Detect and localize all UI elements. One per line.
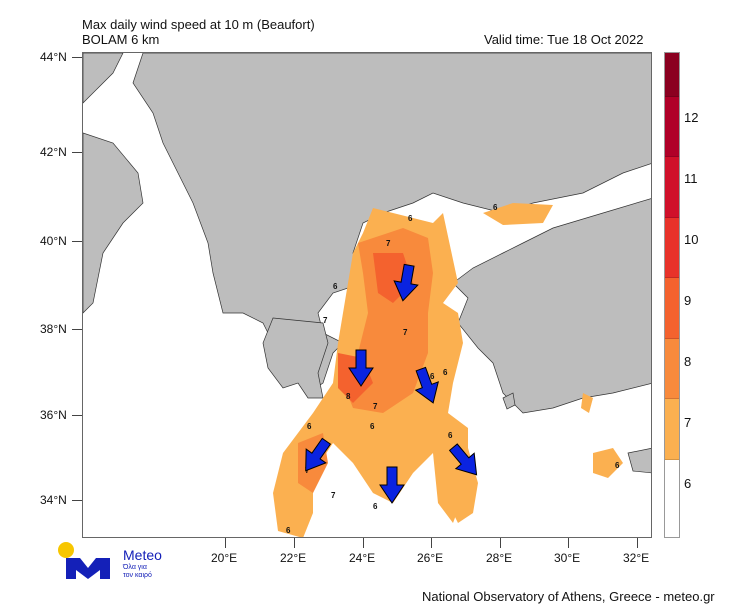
valid-time: Valid time: Tue 18 Oct 2022	[484, 32, 644, 47]
colorbar-label: 12	[684, 110, 699, 125]
arrow-icon	[393, 263, 419, 302]
map-title: Max daily wind speed at 10 m (Beaufort)	[82, 17, 315, 32]
contour-label: 7	[403, 328, 408, 337]
contour-label: 6	[373, 502, 378, 511]
contour-label: 7	[331, 491, 336, 500]
contour-label: 6	[448, 431, 453, 440]
map-svg: 6 7 6 7 6 7 8 7 7 6 6 7 6 6 6 6 6 6	[83, 53, 651, 537]
arrow-icon	[305, 437, 332, 472]
colorbar-label: 9	[684, 293, 692, 308]
contour-label: 6	[493, 203, 498, 212]
contour-label: 6	[408, 214, 413, 223]
wind-map: 6 7 6 7 6 7 8 7 7 6 6 7 6 6 6 6 6 6	[82, 52, 652, 538]
contour-labels: 6 7 6 7 6 7 8 7 7 6 6 7 6 6 6 6 6 6	[286, 203, 620, 535]
contour-label: 6	[370, 422, 375, 431]
lat-label: 44°N	[40, 50, 67, 64]
arrow-icon	[414, 366, 439, 404]
meteo-m-icon	[58, 542, 110, 579]
arrow-icon	[448, 443, 478, 476]
lon-label: 20°E	[211, 551, 238, 565]
arrow-icon	[348, 349, 374, 387]
contour-label: 7	[373, 402, 378, 411]
lon-label: 24°E	[349, 551, 376, 565]
colorbar-label: 11	[684, 171, 698, 186]
lon-label: 26°E	[417, 551, 444, 565]
lon-label: 32°E	[623, 551, 650, 565]
lat-label: 36°N	[40, 408, 67, 422]
logo-name: Meteo	[123, 547, 162, 563]
contour-label: 6	[286, 526, 291, 535]
footer-credit: National Observatory of Athens, Greece -…	[422, 589, 715, 604]
meteo-logo: Meteo Όλα για τον καιρό	[56, 542, 176, 582]
lat-label: 40°N	[40, 234, 67, 248]
lat-label: 34°N	[40, 493, 67, 507]
contour-label: 7	[386, 239, 391, 248]
lon-label: 30°E	[554, 551, 581, 565]
wind-arrows	[305, 263, 478, 504]
arrow-icon	[379, 466, 405, 504]
contour-label: 6	[307, 422, 312, 431]
logo-tagline: τον καιρό	[123, 572, 152, 579]
cyprus-edge	[627, 448, 651, 474]
turkey	[452, 198, 651, 414]
contour-label: 6	[333, 282, 338, 291]
contour-label: 7	[323, 316, 328, 325]
colorbar-label: 10	[684, 232, 699, 247]
model-label: BOLAM 6 km	[82, 32, 160, 47]
colorbar-label: 6	[684, 476, 692, 491]
peloponnese	[262, 317, 329, 399]
colorbar-label: 7	[684, 415, 692, 430]
lat-label: 42°N	[40, 145, 67, 159]
contour-label: 6	[430, 372, 435, 381]
contour-label: 6	[443, 368, 448, 377]
lon-label: 28°E	[486, 551, 513, 565]
contour-label: 8	[346, 392, 351, 401]
italy	[83, 53, 144, 314]
logo-tagline: Όλα για	[123, 564, 147, 571]
colorbar-label: 8	[684, 354, 692, 369]
rhodes	[502, 392, 516, 410]
contour-label: 6	[615, 461, 620, 470]
lon-label: 22°E	[280, 551, 307, 565]
lat-label: 38°N	[40, 322, 67, 336]
colorbar	[664, 52, 680, 538]
